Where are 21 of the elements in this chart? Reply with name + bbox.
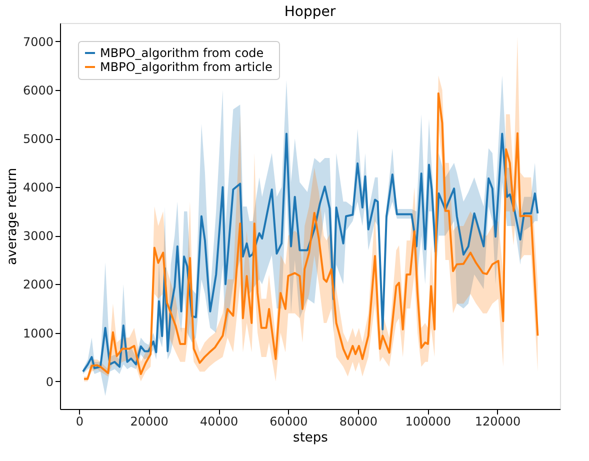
x-tick-label: 60000 bbox=[270, 414, 308, 428]
y-tick-label: 7000 bbox=[22, 34, 54, 49]
x-tick-label: 100000 bbox=[405, 414, 451, 428]
y-tick-label: 2000 bbox=[22, 278, 54, 292]
x-axis-title: steps bbox=[293, 430, 328, 446]
legend-label: MBPO_algorithm from code bbox=[100, 46, 264, 60]
line-series bbox=[82, 132, 539, 373]
x-tick-label: 20000 bbox=[130, 414, 168, 428]
x-tick-label: 80000 bbox=[339, 414, 378, 428]
y-tick-label: 6000 bbox=[22, 84, 54, 98]
y-tick-label: 3000 bbox=[22, 229, 54, 244]
chart-title: Hopper bbox=[284, 4, 336, 20]
y-tick-label: 1000 bbox=[22, 326, 54, 340]
x-tick-label: 40000 bbox=[200, 414, 238, 428]
y-tick-label: 0 bbox=[46, 374, 54, 389]
y-axis-title: average return bbox=[4, 168, 20, 266]
y-tick-label: 5000 bbox=[22, 132, 54, 146]
x-tick-label: 0 bbox=[76, 414, 84, 428]
x-tick-label: 120000 bbox=[474, 414, 521, 428]
legend-label: MBPO_algorithm from article bbox=[100, 60, 272, 74]
y-tick-label: 4000 bbox=[22, 180, 54, 195]
